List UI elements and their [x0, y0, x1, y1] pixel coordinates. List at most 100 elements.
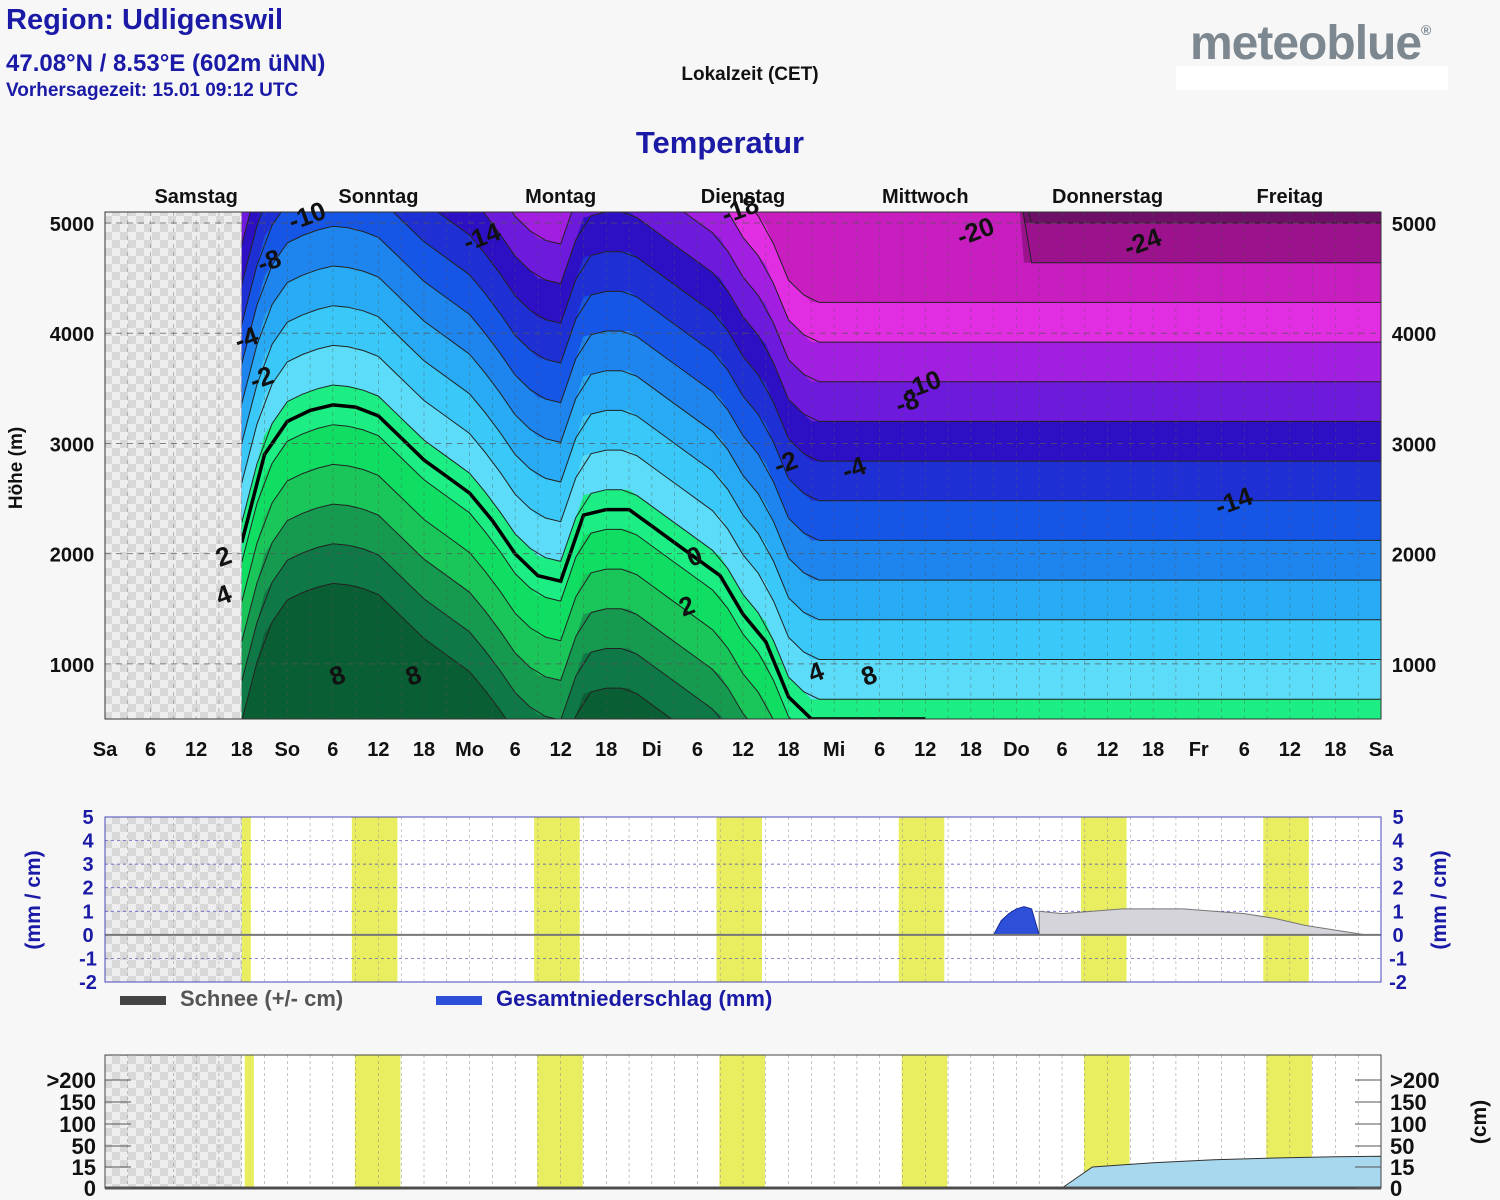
x-tick-label: 18 — [413, 739, 435, 761]
x-tick-label: 12 — [1096, 739, 1118, 761]
legend-precip-swatch — [436, 995, 482, 1005]
isotherm--27 — [242, 172, 1381, 183]
chart-title: Temperatur — [635, 125, 805, 160]
y-tick-left: 4000 — [50, 324, 95, 346]
x-tick-label: Mi — [823, 739, 845, 761]
precip-y-tick-left: 3 — [82, 854, 93, 876]
registered-mark: ® — [1421, 22, 1431, 38]
precip-y-tick-right: 5 — [1392, 807, 1403, 829]
x-tick-label: Sa — [1369, 739, 1394, 761]
x-tick-label: 12 — [1279, 739, 1301, 761]
y-tick-right: 1000 — [1392, 655, 1437, 677]
precip-y-tick-left: 5 — [82, 807, 93, 829]
x-tick-label: 12 — [185, 739, 207, 761]
snow-daylight-band — [901, 1055, 948, 1188]
snow-y-tick-right: 0 — [1390, 1176, 1402, 1200]
snow-depth-frame — [104, 1054, 1382, 1189]
isotherm--9 — [241, 225, 1381, 541]
day-label: Donnerstag — [1052, 186, 1163, 208]
y-tick-right: 5000 — [1392, 214, 1437, 236]
snow-y-tick-right: 100 — [1390, 1112, 1427, 1137]
legend-snow: Schnee (+/- cm) — [120, 986, 343, 1012]
isotherm-1 — [241, 424, 792, 719]
precip-area — [993, 906, 1040, 936]
x-tick-label: 12 — [550, 739, 572, 761]
timezone-label: Lokalzeit (CET) — [681, 64, 819, 85]
x-tick-label: Di — [642, 739, 662, 761]
precip-daylight-band — [351, 817, 398, 982]
x-tick-label: 12 — [367, 739, 389, 761]
x-tick-label: 6 — [510, 739, 521, 761]
x-tick-label: 18 — [1324, 739, 1346, 761]
precip-y-tick-right: -2 — [1389, 972, 1407, 994]
x-tick-label: 18 — [777, 739, 799, 761]
precip-y-tick-left: 0 — [82, 925, 93, 947]
x-tick-label: 18 — [960, 739, 982, 761]
isotherm--5 — [241, 305, 1381, 621]
isotherm--19 — [727, 212, 1381, 343]
logo-text: meteoblue — [1190, 17, 1422, 70]
precip-y-label-left: (mm / cm) — [22, 850, 45, 949]
day-label: Mittwoch — [882, 186, 969, 208]
precip-daylight-band — [534, 817, 580, 982]
precip-daylight-band — [241, 817, 251, 982]
isotherm-7 — [241, 543, 722, 719]
y-tick-left: 5000 — [50, 214, 95, 236]
temp-grid — [104, 212, 1382, 719]
isotherm--7 — [241, 265, 1381, 581]
band-4 — [241, 464, 1381, 719]
precip-y-tick-left: 2 — [82, 878, 93, 900]
x-tick-label: 6 — [1056, 739, 1067, 761]
precip-y-tick-right: 1 — [1392, 901, 1403, 923]
precip-frame — [104, 816, 1382, 983]
snow-y-tick-right: 150 — [1390, 1090, 1427, 1115]
snow-daylight-band — [244, 1055, 254, 1188]
logo-backdrop — [1176, 66, 1448, 90]
coordinates: 47.08°N / 8.53°E (602m üNN) — [6, 50, 326, 77]
x-tick-label: 6 — [1239, 739, 1250, 761]
snow-y-label: (cm) — [1468, 1100, 1491, 1144]
x-tick-label: 6 — [874, 739, 885, 761]
past-hatch — [105, 212, 242, 719]
isotherm--25 — [1027, 212, 1381, 224]
x-tick-label: 18 — [231, 739, 253, 761]
temperature-bands — [241, 172, 1382, 719]
x-tick-label: 6 — [327, 739, 338, 761]
precip-y-tick-right: 4 — [1392, 831, 1404, 853]
snow-y-tick-left: 0 — [84, 1176, 96, 1200]
x-tick-label: Mo — [455, 739, 484, 761]
snow-y-tick-left: 150 — [59, 1090, 96, 1115]
y-tick-left: 3000 — [50, 434, 95, 456]
region-title: Region: Udligenswil — [6, 4, 284, 36]
x-tick-label: Do — [1003, 739, 1030, 761]
day-label: Samstag — [154, 186, 237, 208]
x-tick-label: 18 — [595, 739, 617, 761]
precip-y-tick-left: 1 — [82, 901, 93, 923]
x-tick-label: Fr — [1189, 739, 1209, 761]
day-label: Montag — [525, 186, 596, 208]
y-axis-label: Höhe (m) — [6, 427, 27, 509]
precip-y-tick-left: 4 — [82, 831, 94, 853]
snow-daylight-band — [719, 1055, 765, 1188]
day-label: Sonntag — [338, 186, 418, 208]
snow-y-tick-right: 15 — [1390, 1155, 1414, 1180]
meteoblue-logo[interactable]: meteoblue® — [1190, 16, 1431, 71]
y-tick-right: 4000 — [1392, 324, 1437, 346]
isotherm--11 — [241, 212, 1381, 502]
day-label: Freitag — [1257, 186, 1324, 208]
snow-y-tick-right: >200 — [1390, 1068, 1440, 1093]
y-tick-left: 1000 — [50, 655, 95, 677]
precip-y-tick-right: 0 — [1392, 925, 1403, 947]
isotherm-9 — [241, 582, 673, 719]
precip-y-label-right: (mm / cm) — [1428, 850, 1451, 949]
x-tick-label: 18 — [1142, 739, 1164, 761]
precip-daylight-band — [716, 817, 762, 982]
x-tick-label: 6 — [692, 739, 703, 761]
band-6 — [241, 504, 1381, 719]
isotherm--13 — [241, 212, 1381, 462]
isotherm--15 — [241, 212, 1381, 422]
snow-y-tick-right: 50 — [1390, 1134, 1414, 1159]
x-tick-label: 6 — [145, 739, 156, 761]
snow-y-tick-left: 15 — [72, 1155, 96, 1180]
